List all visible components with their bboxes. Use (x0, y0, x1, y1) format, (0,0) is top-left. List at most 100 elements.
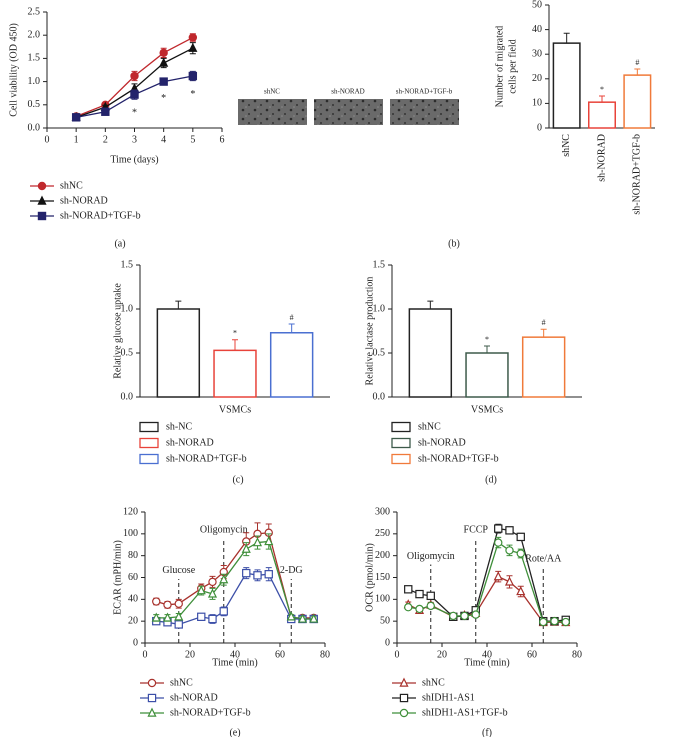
y-axis-label: Number of migrated (494, 26, 505, 108)
marker (101, 107, 110, 116)
x-tick-label: 6 (220, 134, 225, 145)
x-tick-label: 2 (103, 134, 108, 145)
marker (494, 524, 503, 533)
error-bar (599, 95, 605, 103)
error-bar (634, 68, 641, 76)
y-tick-label: 1.0 (121, 303, 134, 314)
error-bar (540, 328, 547, 338)
x-tick-label: sh-NORAD (596, 134, 607, 182)
x-tick-label: 40 (230, 649, 240, 660)
injection-label: Glucose (162, 565, 195, 576)
y-tick-label: 1.5 (121, 259, 134, 270)
legend-label: sh-NORAD+TGF-b (418, 453, 499, 464)
y-tick-label: 0.5 (121, 347, 134, 358)
panel-label: (c) (232, 474, 243, 485)
panel-label: (f) (482, 727, 492, 737)
marker (130, 71, 139, 81)
marker (516, 549, 525, 558)
x-tick-label: 20 (437, 649, 447, 660)
bar (156, 308, 201, 398)
marker (188, 42, 198, 52)
marker (505, 546, 514, 555)
marker (415, 589, 424, 599)
micrograph-label: sh-NORAD+TGF-b (396, 88, 453, 96)
x-tick-label: 80 (320, 649, 330, 660)
legend-marker (37, 211, 47, 221)
marker (264, 570, 273, 579)
marker (561, 617, 570, 627)
marker (208, 577, 217, 587)
marker (504, 576, 515, 586)
marker (426, 591, 435, 601)
x-tick-label: 0 (45, 134, 50, 145)
x-tick-label: 0 (395, 649, 400, 660)
y-tick-label: 50 (532, 0, 542, 10)
legend-swatch (391, 437, 411, 449)
y-tick-label: 0 (133, 637, 138, 648)
annotation: * (132, 108, 137, 119)
y-tick-label: 80 (128, 550, 138, 561)
legend-marker (399, 693, 409, 703)
panel-label: (e) (229, 727, 240, 737)
marker (539, 617, 548, 627)
marker (471, 610, 480, 619)
significance-mark: # (290, 313, 294, 322)
x-tick-label: 60 (527, 649, 537, 660)
x-tick-label: VSMCs (219, 404, 251, 415)
legend-marker (399, 677, 409, 687)
legend-swatch (391, 421, 411, 433)
x-tick-label: 1 (74, 134, 79, 145)
y-tick-label: 40 (128, 594, 138, 605)
y-axis-label: Relative glucose uptake (112, 283, 123, 379)
panel-label: (d) (485, 474, 497, 485)
legend-label: sh-NORAD (60, 195, 108, 206)
marker (219, 607, 228, 616)
x-tick-label: 40 (482, 649, 492, 660)
bar (465, 352, 509, 398)
y-tick-label: 60 (128, 572, 138, 583)
bar (408, 308, 453, 398)
panel-label: (b) (448, 238, 460, 249)
significance-mark: * (233, 329, 237, 338)
micrograph-image (390, 99, 459, 125)
marker (494, 538, 503, 547)
y-tick-label: 250 (375, 528, 390, 539)
x-tick-label: 5 (190, 134, 195, 145)
marker (188, 33, 198, 42)
y-tick-label: 1.0 (373, 303, 386, 314)
x-axis-label: Time (min) (212, 657, 257, 668)
legend-swatch (391, 453, 411, 465)
bar (269, 332, 314, 398)
y-tick-label: 0.5 (28, 99, 41, 110)
y-tick-label: 2.5 (28, 6, 41, 17)
error-bar (288, 323, 295, 334)
micrograph-image (314, 99, 383, 125)
marker (241, 543, 251, 553)
x-tick-label: 60 (275, 649, 285, 660)
marker (219, 574, 229, 584)
marker (252, 537, 263, 547)
legend-marker (147, 693, 157, 703)
error-bar (563, 32, 570, 44)
marker (162, 612, 173, 622)
marker (151, 612, 161, 622)
marker (415, 604, 424, 614)
marker (130, 90, 139, 99)
marker (516, 532, 525, 542)
micrograph-label: shNC (264, 88, 280, 96)
x-tick-label: 0 (143, 649, 148, 660)
legend-marker (37, 181, 47, 191)
bar (552, 42, 581, 129)
y-tick-label: 0.0 (373, 391, 386, 402)
y-tick-label: 40 (532, 24, 542, 35)
marker (174, 611, 184, 621)
marker (188, 71, 198, 81)
legend-label: sh-NORAD (418, 437, 466, 448)
x-tick-label: 3 (132, 134, 137, 145)
y-tick-label: 20 (128, 615, 138, 626)
legend-label: shNC (418, 421, 441, 432)
significance-mark: * (485, 335, 489, 344)
legend-label: sh-NORAD (166, 437, 214, 448)
marker (516, 586, 526, 596)
